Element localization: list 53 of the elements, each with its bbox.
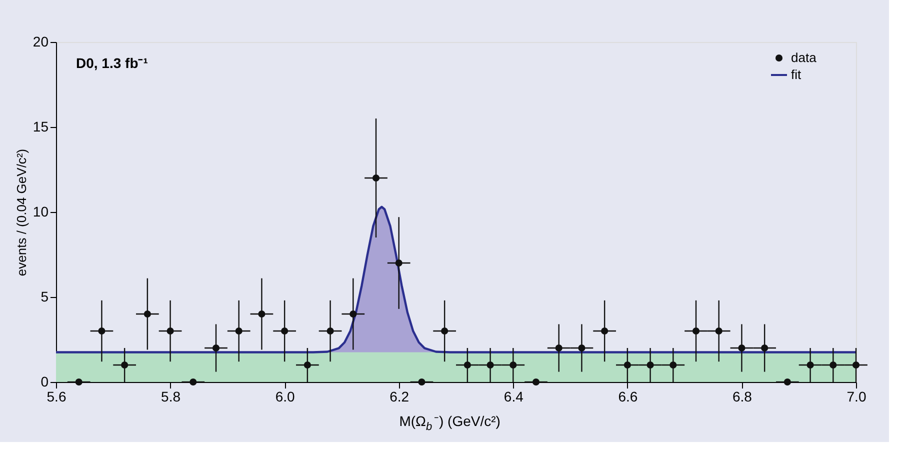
x-tick-label: 6.0 bbox=[275, 388, 296, 404]
point bbox=[670, 361, 677, 369]
point bbox=[372, 174, 380, 182]
point bbox=[464, 361, 471, 369]
x-tick-label: 6.8 bbox=[732, 388, 752, 404]
point bbox=[738, 344, 746, 352]
y-tick-label: 20 bbox=[32, 34, 49, 50]
legend-label: fit bbox=[791, 67, 802, 82]
point bbox=[326, 327, 334, 335]
point bbox=[784, 378, 791, 386]
point bbox=[532, 378, 540, 386]
y-tick-label: 10 bbox=[32, 204, 49, 220]
y-axis-title: events / (0.04 GeV/c²) bbox=[14, 148, 29, 276]
x-tick-label: 5.8 bbox=[161, 388, 181, 404]
point bbox=[258, 310, 266, 318]
point bbox=[190, 378, 197, 386]
x-tick-label: 7.0 bbox=[846, 388, 866, 404]
point bbox=[578, 344, 586, 352]
point bbox=[304, 361, 311, 369]
point bbox=[395, 259, 402, 267]
y-tick-label: 5 bbox=[40, 288, 49, 304]
point bbox=[486, 361, 494, 369]
point bbox=[418, 378, 426, 386]
point bbox=[806, 361, 814, 369]
x-tick-label: 5.6 bbox=[46, 388, 66, 404]
point bbox=[350, 310, 357, 318]
point bbox=[624, 361, 631, 369]
x-tick-label: 6.2 bbox=[390, 388, 410, 404]
legend-label: data bbox=[791, 50, 818, 65]
point bbox=[852, 361, 860, 369]
point bbox=[830, 361, 837, 369]
point bbox=[166, 327, 174, 335]
point bbox=[75, 378, 82, 386]
point bbox=[144, 310, 151, 318]
x-tick-label: 6.6 bbox=[618, 388, 638, 404]
point bbox=[601, 327, 608, 335]
point bbox=[761, 344, 768, 352]
y-tick-label: 15 bbox=[32, 118, 49, 134]
point bbox=[510, 361, 517, 369]
x-tick-label: 6.4 bbox=[504, 388, 524, 404]
point bbox=[692, 327, 700, 335]
point bbox=[441, 327, 448, 335]
point bbox=[212, 344, 220, 352]
point bbox=[121, 361, 128, 369]
y-tick-label: 0 bbox=[40, 374, 49, 390]
point bbox=[98, 327, 106, 335]
point bbox=[235, 327, 242, 335]
point bbox=[555, 344, 562, 352]
point bbox=[281, 327, 288, 335]
line-series bbox=[54, 206, 858, 354]
point bbox=[715, 327, 722, 335]
point bbox=[646, 361, 654, 369]
annotation: D0, 1.3 fb⁻¹ bbox=[76, 55, 148, 71]
